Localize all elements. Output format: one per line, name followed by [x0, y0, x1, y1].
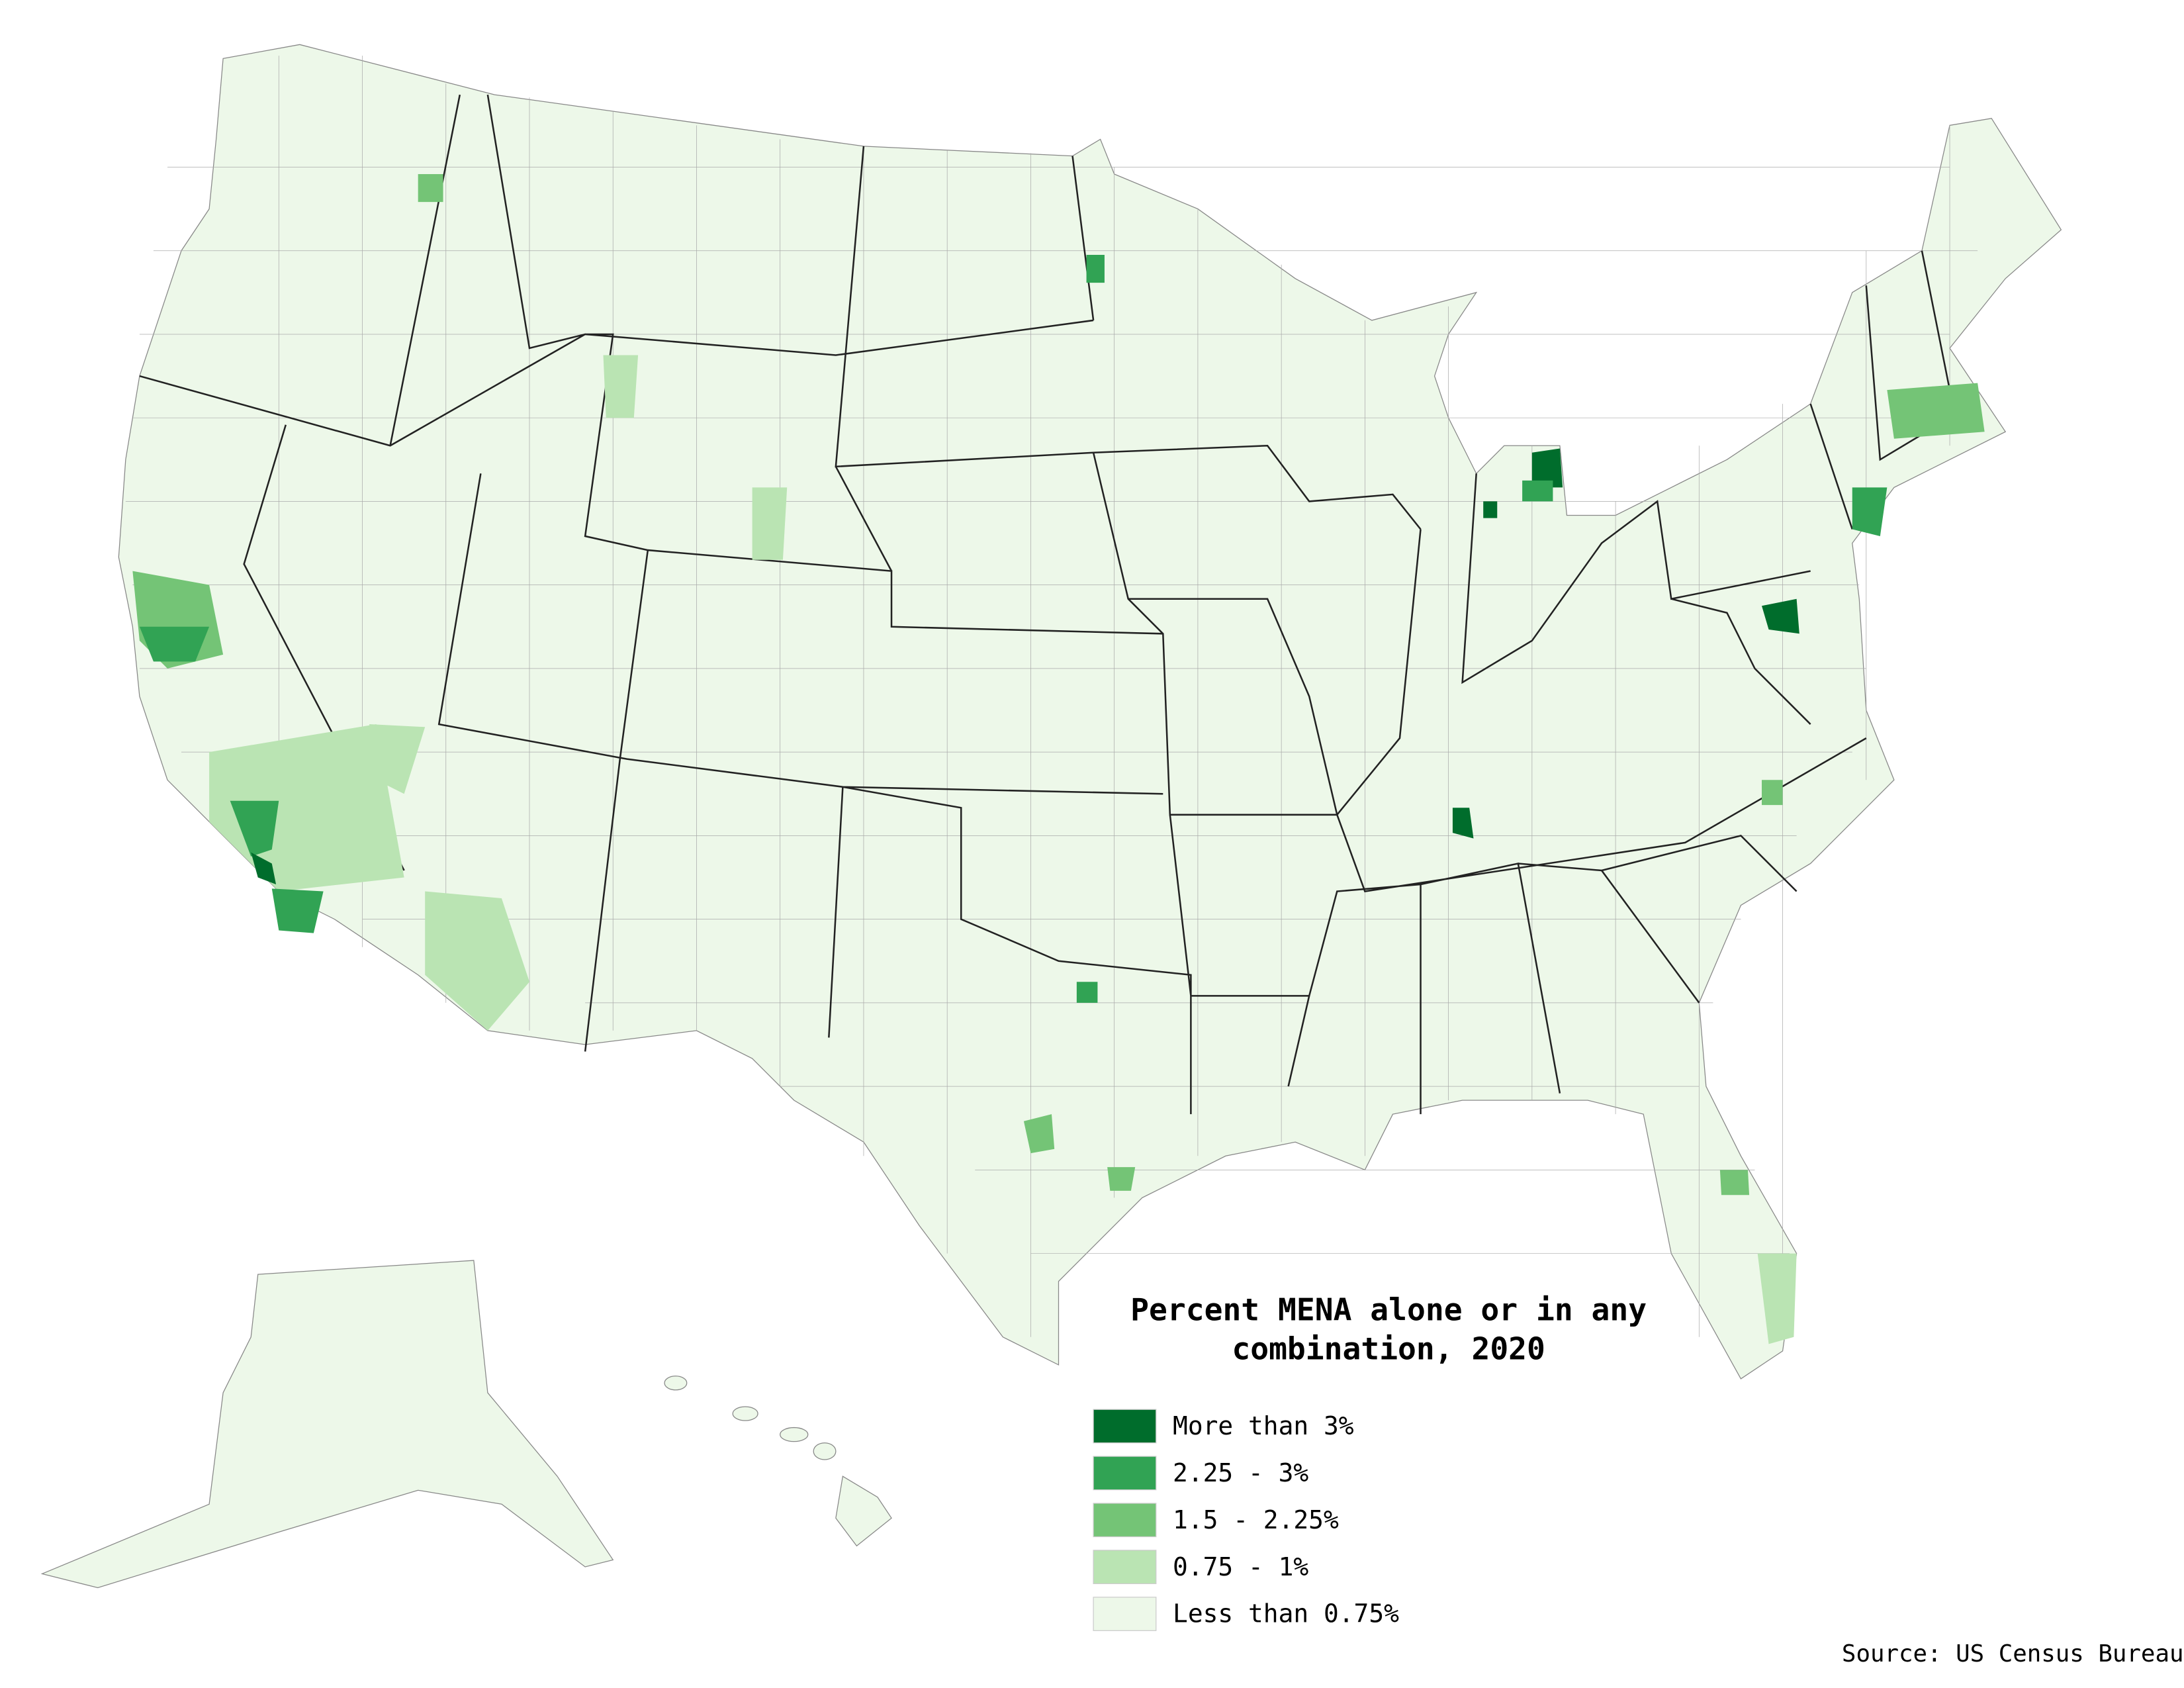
county-area — [1522, 480, 1553, 502]
legend-label: Less than 0.75% — [1173, 1599, 1399, 1628]
county-area — [418, 173, 443, 203]
lower-48 — [118, 44, 2062, 1380]
county-area — [1762, 598, 1799, 634]
county-area — [1852, 487, 1888, 537]
county-area — [1483, 501, 1498, 518]
island — [732, 1406, 758, 1421]
county-area — [425, 891, 529, 1031]
county-area — [603, 355, 639, 418]
legend-swatch — [1093, 1409, 1157, 1444]
county-area — [1531, 448, 1563, 488]
county-area — [1719, 1170, 1750, 1196]
island — [664, 1376, 688, 1391]
legend: Percent MENA alone or in any combination… — [1093, 1292, 1647, 1631]
alaska-outline — [40, 1260, 614, 1589]
county-area — [1086, 255, 1105, 283]
legend-title-line: Percent MENA alone or in any — [1130, 1292, 1647, 1328]
island — [835, 1476, 892, 1547]
legend-label: More than 3% — [1173, 1411, 1354, 1440]
source-note: Source: US Census Bureau — [1842, 1640, 2184, 1667]
legend-title-line: combination, 2020 — [1232, 1331, 1545, 1366]
county-area — [1762, 780, 1783, 806]
county-area — [230, 800, 279, 857]
county-area — [752, 487, 788, 560]
county-area — [251, 852, 277, 885]
legend-label: 2.25 - 3% — [1173, 1458, 1308, 1487]
legend-label: 1.5 - 2.25% — [1173, 1505, 1339, 1534]
county-grid — [125, 56, 1978, 1337]
hawaii — [664, 1376, 892, 1547]
island — [813, 1442, 837, 1460]
county-area — [1107, 1167, 1136, 1191]
county-area — [1887, 383, 1985, 439]
legend-swatch — [1093, 1503, 1157, 1538]
county-area — [139, 626, 210, 662]
county-area — [369, 724, 426, 794]
legend-swatch — [1093, 1597, 1157, 1631]
legend-swatch — [1093, 1550, 1157, 1585]
island — [780, 1427, 809, 1442]
county-area — [1452, 808, 1474, 839]
county-area — [271, 888, 324, 933]
alaska — [40, 1260, 614, 1589]
county-area — [1023, 1114, 1055, 1154]
highlighted-counties — [132, 173, 1985, 1344]
legend-label: 0.75 - 1% — [1173, 1552, 1308, 1581]
state-borders — [139, 94, 1951, 1115]
county-area — [1757, 1253, 1797, 1344]
county-area — [1076, 982, 1098, 1003]
legend-swatch — [1093, 1456, 1157, 1491]
legend-items: More than 3% 2.25 - 3% 1.5 - 2.25% 0.75 - 1… — [1093, 1409, 1399, 1631]
